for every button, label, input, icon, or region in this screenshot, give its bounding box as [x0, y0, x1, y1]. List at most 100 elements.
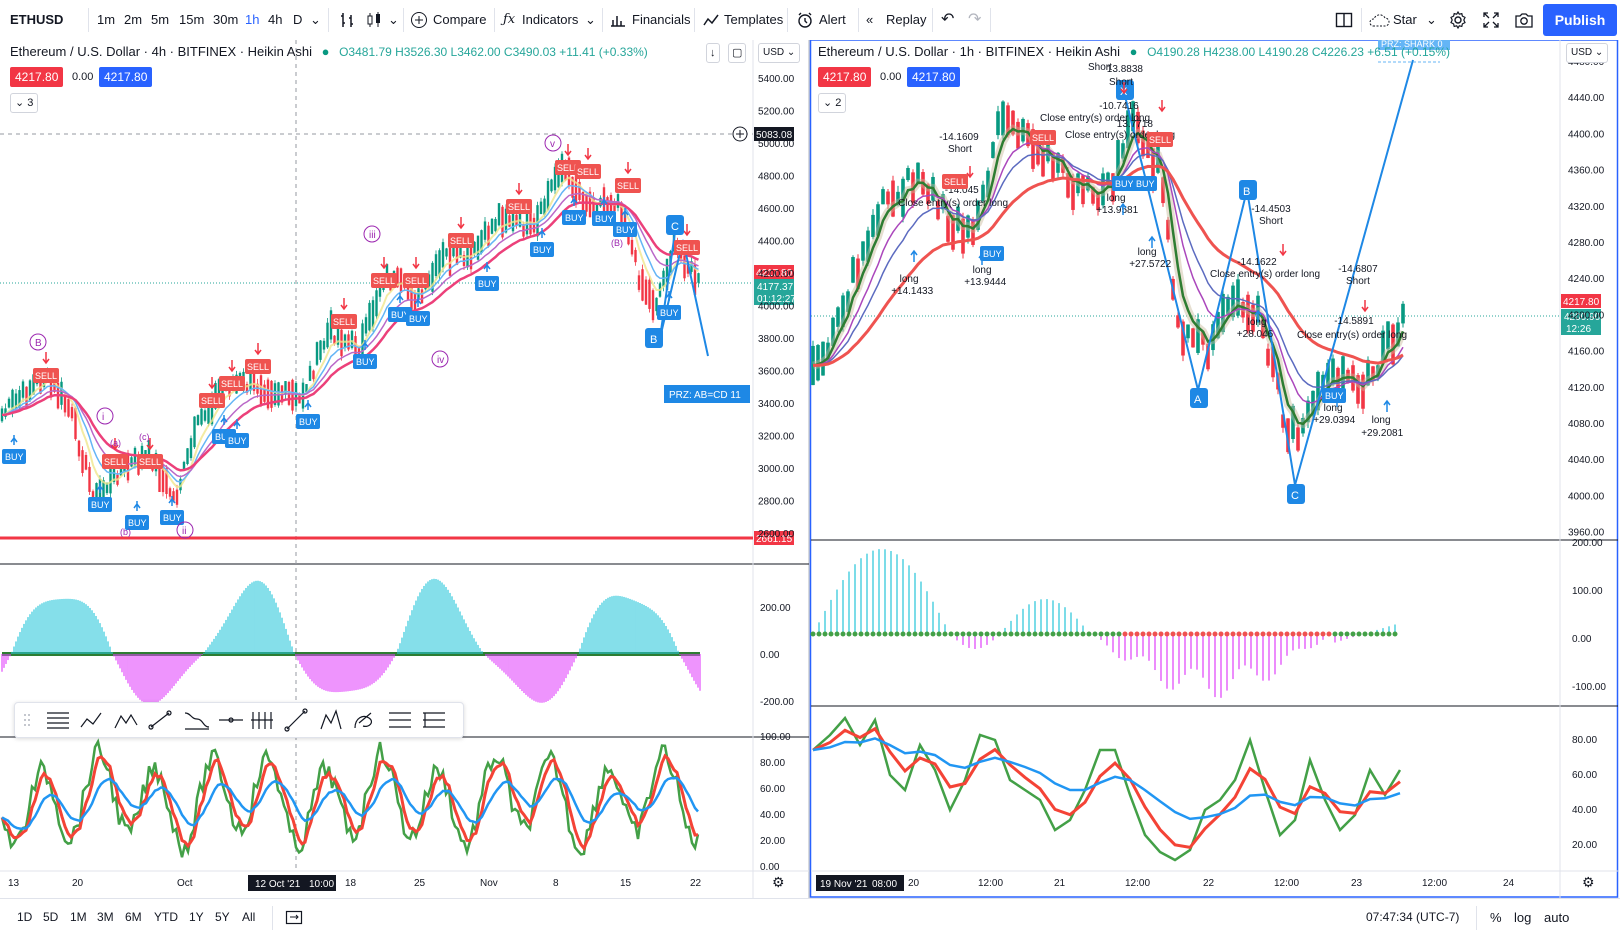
buy-signal-label[interactable]: [475, 276, 499, 291]
sell-signal-label[interactable]: [506, 199, 532, 214]
buy-signal-label[interactable]: [980, 246, 1004, 261]
templates-button[interactable]: Templates: [724, 12, 784, 27]
right-buy-price-badge[interactable]: 4217.80: [907, 67, 961, 87]
templates-icon[interactable]: [702, 12, 720, 28]
gear-icon[interactable]: ⚙: [1582, 874, 1595, 890]
gear-icon[interactable]: ⚙: [772, 874, 785, 890]
point-b-label[interactable]: [645, 328, 663, 348]
range-3M[interactable]: 3M: [97, 910, 114, 924]
buy-signal-label[interactable]: [296, 414, 320, 429]
left-chart-title[interactable]: Ethereum / U.S. Dollar · 4h · BITFINEX ·…: [10, 44, 312, 59]
layout-icon[interactable]: [1335, 11, 1353, 29]
sell-signal-label[interactable]: [33, 368, 59, 383]
star-button[interactable]: Star: [1393, 12, 1417, 27]
indicators-button[interactable]: Indicators: [522, 12, 579, 27]
drag-handle-icon[interactable]: [24, 714, 30, 726]
interval-4h[interactable]: 4h: [268, 12, 283, 27]
range-6M[interactable]: 6M: [125, 910, 142, 924]
regression-trend-icon[interactable]: [423, 712, 445, 728]
right-rsi-pane[interactable]: [812, 715, 1402, 862]
abcd-pattern-line[interactable]: [659, 231, 709, 357]
right-currency-select[interactable]: USD ⌄: [1566, 43, 1609, 63]
undo-icon[interactable]: ↶: [941, 11, 955, 28]
elliott-wave-icon[interactable]: [114, 713, 138, 729]
scroll-down-icon[interactable]: ↓: [706, 43, 720, 63]
bar-style-icon[interactable]: [338, 10, 358, 30]
percent-toggle[interactable]: %: [1490, 910, 1502, 925]
buy-signal-label[interactable]: [1133, 176, 1157, 191]
interval-2m[interactable]: 2m: [124, 12, 143, 27]
point-c-label[interactable]: [1287, 484, 1305, 504]
chevron-down-icon[interactable]: ⌄: [585, 12, 596, 27]
fib-retracement-icon[interactable]: [47, 712, 69, 729]
pitchfork-icon[interactable]: [354, 712, 373, 729]
chevron-down-icon[interactable]: ⌄: [310, 12, 321, 27]
left-collapse-indicators-button[interactable]: ⌄ 3: [10, 93, 39, 113]
buy-signal-label[interactable]: [1322, 388, 1346, 403]
compare-plus-icon[interactable]: [410, 11, 428, 29]
financials-button[interactable]: Financials: [632, 12, 691, 27]
buy-signal-label[interactable]: [353, 354, 377, 369]
interval-D[interactable]: D: [293, 12, 303, 27]
sell-signal-label[interactable]: [448, 233, 474, 248]
candles-icon[interactable]: [364, 10, 384, 30]
sell-signal-label[interactable]: [942, 174, 968, 189]
xabcd-pattern-icon[interactable]: [320, 709, 342, 730]
financials-icon[interactable]: [609, 12, 627, 28]
redo-icon[interactable]: ↷: [968, 11, 982, 28]
sell-signal-label[interactable]: [615, 178, 641, 193]
sell-signal-label[interactable]: [331, 314, 357, 329]
buy-signal-label[interactable]: [530, 242, 554, 257]
interval-30m[interactable]: 30m: [213, 12, 239, 27]
right-collapse-indicators-button[interactable]: ⌄ 2: [818, 93, 847, 113]
right-chart-pane[interactable]: [811, 40, 1620, 898]
sell-signal-label[interactable]: [219, 376, 245, 391]
prz-label[interactable]: [1378, 40, 1450, 50]
abcd-pattern-icon[interactable]: [80, 712, 102, 728]
range-5Y[interactable]: 5Y: [215, 910, 230, 924]
sell-signal-label[interactable]: [1030, 130, 1056, 145]
compare-button[interactable]: Compare: [433, 12, 487, 27]
sell-signal-label[interactable]: [102, 454, 128, 469]
range-All[interactable]: All: [242, 910, 256, 924]
left-sell-price-badge[interactable]: 4217.80: [10, 67, 64, 87]
sell-signal-label[interactable]: [674, 240, 700, 255]
interval-5m[interactable]: 5m: [151, 12, 170, 27]
maximize-icon[interactable]: ▢: [728, 43, 747, 63]
indicators-fx-icon[interactable]: ƒx: [503, 12, 516, 27]
left-rsi-pane[interactable]: [0, 738, 700, 858]
ray-icon[interactable]: [286, 710, 306, 730]
replay-button[interactable]: Replay: [886, 12, 927, 27]
left-currency-select[interactable]: USD ⌄: [758, 43, 801, 63]
sell-signal-label[interactable]: [199, 393, 225, 408]
right-oscillator-pane[interactable]: [810, 549, 1398, 698]
buy-signal-label[interactable]: [562, 210, 586, 225]
sell-signal-label[interactable]: [555, 160, 581, 175]
range-1M[interactable]: 1M: [70, 910, 87, 924]
range-YTD[interactable]: YTD: [154, 910, 178, 924]
goto-date-icon[interactable]: [285, 909, 303, 925]
buy-signal-label[interactable]: [160, 510, 184, 525]
interval-1m[interactable]: 1m: [97, 12, 116, 27]
sell-signal-label[interactable]: [403, 273, 429, 288]
buy-signal-label[interactable]: [125, 515, 149, 530]
point-a-label[interactable]: [1190, 388, 1208, 408]
auto-toggle[interactable]: auto: [1544, 910, 1570, 925]
left-buy-price-badge[interactable]: 4217.80: [99, 67, 153, 87]
right-sell-price-badge[interactable]: 4217.80: [818, 67, 872, 87]
fib-channel-icon[interactable]: [184, 712, 210, 730]
point-c-label[interactable]: [666, 215, 684, 235]
buy-signal-label[interactable]: [406, 311, 430, 326]
trend-line-icon[interactable]: [150, 712, 170, 728]
range-1D[interactable]: 1D: [17, 910, 33, 924]
chevron-down-icon[interactable]: ⌄: [1426, 12, 1437, 27]
left-chart-pane[interactable]: [0, 40, 809, 898]
interval-1h[interactable]: 1h: [245, 12, 260, 27]
range-1Y[interactable]: 1Y: [189, 910, 204, 924]
point-b-label[interactable]: [1239, 180, 1257, 200]
buy-signal-label[interactable]: [2, 449, 26, 464]
sell-signal-label[interactable]: [575, 164, 601, 179]
